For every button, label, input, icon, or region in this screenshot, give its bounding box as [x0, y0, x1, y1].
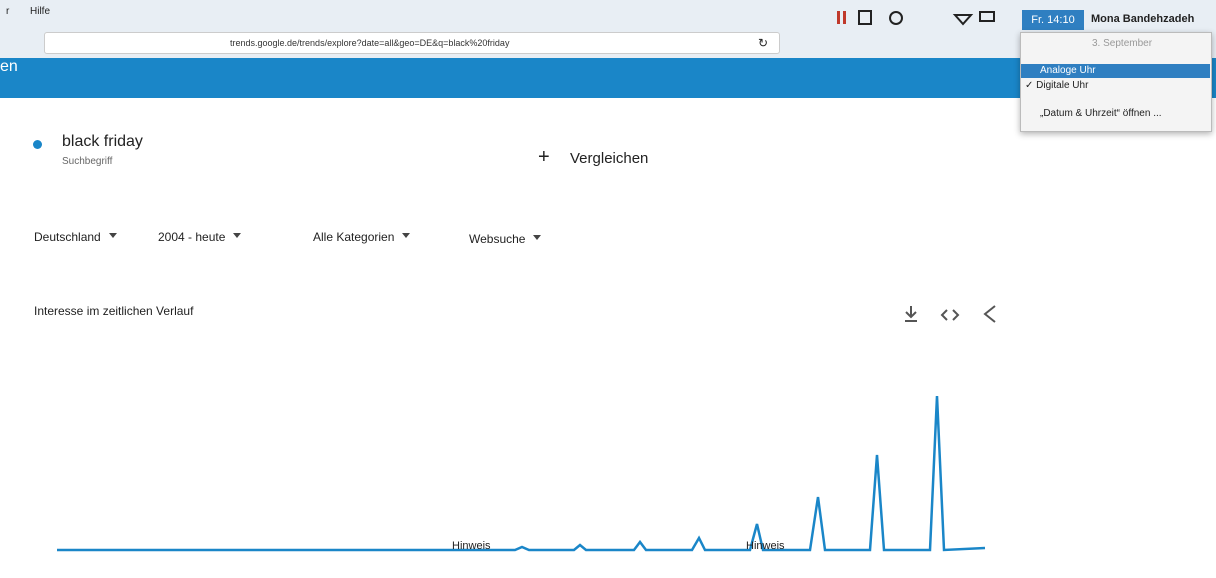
note[interactable]: Hinweis	[746, 540, 785, 552]
user[interactable]: Mona Bandehzadeh	[1091, 13, 1194, 25]
note[interactable]: Hinweis	[452, 540, 491, 552]
term-name[interactable]: black friday	[62, 133, 143, 151]
filter[interactable]: 2004 - heute	[158, 230, 241, 244]
menu[interactable]: r	[6, 6, 9, 17]
filter[interactable]: Deutschland	[34, 230, 117, 244]
term-dot	[33, 140, 42, 149]
clock[interactable]: Fr. 14:10	[1022, 10, 1084, 30]
trend-chart	[0, 380, 1000, 578]
menu-item[interactable]: ✓ Digitale Uhr	[1025, 80, 1088, 91]
filter[interactable]: Alle Kategorien	[313, 230, 410, 244]
compare[interactable]: Vergleichen	[570, 150, 648, 167]
section-actions[interactable]	[900, 300, 1000, 328]
menu-item[interactable]: Analoge Uhr	[1040, 65, 1096, 76]
screen: r Hilfe trends.google.de/trends/explore?…	[0, 0, 1216, 578]
menu-item[interactable]: „Datum & Uhrzeit“ öffnen ...	[1040, 108, 1162, 119]
header-title: en	[0, 58, 18, 76]
term-type: Suchbegriff	[62, 156, 112, 167]
trend-line	[57, 396, 985, 550]
status-icons	[835, 8, 1015, 28]
section-title: Interesse im zeitlichen Verlauf	[34, 304, 193, 318]
url: trends.google.de/trends/explore?date=all…	[230, 38, 509, 48]
menu[interactable]: Hilfe	[30, 6, 50, 17]
reload[interactable]: ↻	[758, 36, 768, 50]
plus-icon[interactable]: +	[538, 146, 550, 169]
menu-date: 3. September	[1092, 38, 1152, 49]
filter[interactable]: Websuche	[469, 232, 541, 246]
